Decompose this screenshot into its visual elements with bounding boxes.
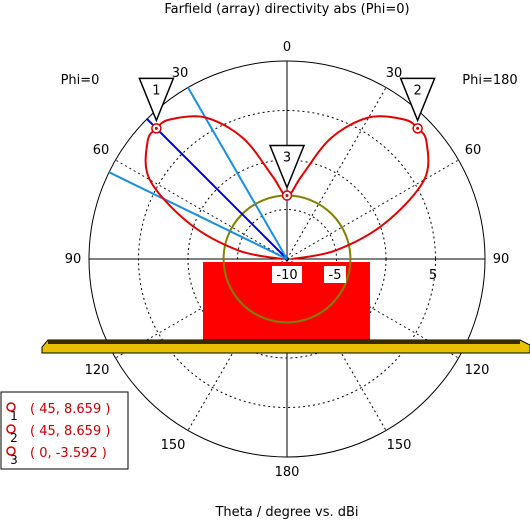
marker-flag (399, 77, 436, 123)
theta-tick-label: 180 (275, 465, 300, 480)
legend-marker-icon (6, 446, 16, 456)
phi-left-label: Phi=0 (61, 73, 100, 88)
legend-marker-number: 1 (10, 409, 18, 423)
phi-right-label: Phi=180 (462, 73, 517, 88)
theta-tick-label: 90 (493, 252, 510, 267)
chart-title: Farfield (array) directivity abs (Phi=0) (164, 2, 409, 17)
polar-grid: 0 30 30 60 60 90 90 120 120 150 150 180 (65, 40, 510, 480)
marker-point-dot (154, 126, 158, 130)
radial-tick-label: -5 (329, 268, 342, 283)
theta-tick-label: 120 (85, 363, 110, 378)
grid-spoke (286, 87, 387, 260)
radial-tick-label: -10 (276, 268, 297, 283)
theta-tick-label: 60 (93, 143, 110, 158)
marker-flag-number: 1 (152, 83, 160, 98)
radial-tick-bg (272, 266, 302, 283)
marker-legend-box (0, 391, 129, 470)
legend-marker-label: ( 45, 8.659 ) (30, 402, 110, 417)
radial-tick-bg (324, 266, 346, 283)
grid-spoke (286, 258, 387, 431)
legend-marker-number: 2 (10, 431, 18, 445)
marker-point-dot (416, 126, 420, 130)
legend-marker-icon (6, 402, 16, 412)
theta-tick-label: 120 (465, 363, 490, 378)
marker-flag (268, 144, 306, 190)
theta-tick-label: 0 (283, 40, 291, 55)
theta-tick-label: 60 (465, 143, 482, 158)
beam-direction-line (187, 87, 288, 260)
grid-spoke (187, 258, 288, 431)
marker-point-dot (285, 194, 289, 198)
radial-tick-label: 5 (429, 268, 437, 283)
grid-spoke (115, 159, 288, 260)
theta-tick-label: 150 (161, 438, 186, 453)
beam-direction-line (146, 118, 288, 260)
grid-spoke (286, 159, 459, 260)
marker-flag-number: 2 (413, 83, 421, 98)
marker-flag-number: 3 (283, 151, 291, 166)
x-axis-label: Theta / degree vs. dBi (214, 505, 358, 520)
theta-tick-label: 90 (65, 252, 82, 267)
theta-tick-label: 150 (387, 438, 412, 453)
antenna-model: -10 -5 5 (41, 194, 530, 354)
marker-legend: 1 ( 45, 8.659 ) 2 ( 45, 8.659 ) 3 ( 0, -3.592… (0, 391, 129, 470)
legend-marker-label: ( 0, -3.592 ) (30, 446, 107, 461)
marker-layer: 1 2 3 (138, 77, 436, 201)
theta-tick-label: 30 (386, 66, 403, 81)
legend-marker-icon (6, 424, 16, 434)
legend-marker-number: 3 (10, 453, 18, 467)
theta-tick-label: 30 (172, 66, 189, 81)
beam-direction-line (108, 171, 288, 260)
ground-plane-edge (48, 340, 520, 344)
marker-flag (138, 77, 175, 123)
legend-marker-label: ( 45, 8.659 ) (30, 424, 110, 439)
